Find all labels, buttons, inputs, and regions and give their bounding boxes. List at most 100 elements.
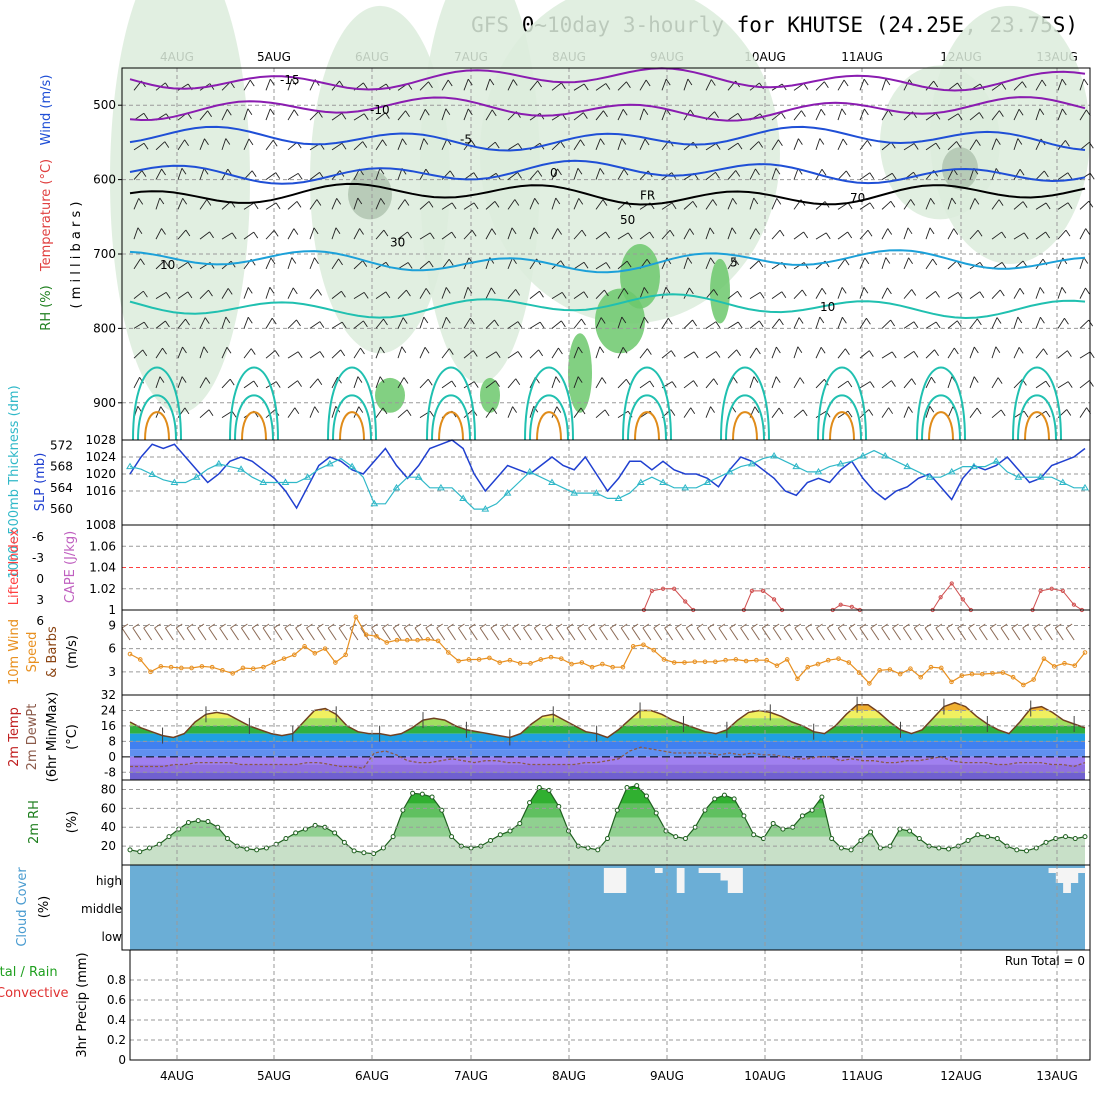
wind-barb-flag [801,110,806,117]
wind-barb [199,168,205,180]
wind-barb [595,317,602,329]
wind-barb-flag [997,377,1003,384]
wind-barb-flag [859,623,867,629]
wind-barb-flag [837,623,845,629]
wind-speed-marker [651,647,657,653]
wind-barb [463,202,475,210]
wind-barb [309,111,319,121]
wind-barb [287,172,299,180]
wind-barb [441,79,449,91]
wind-barb-flag [710,79,716,86]
temperature-contour-label: FR [640,188,655,202]
wind-barb-flag [821,288,827,295]
low-level-contour [725,394,765,441]
rh-contour-label: 50 [620,213,635,227]
wind-barb-flag [1045,410,1051,418]
wind-speed-marker [1041,656,1047,661]
wind-barb-flag [844,258,850,266]
low-level-contour [1012,366,1062,441]
wind-barb [793,377,801,389]
wind-barb [419,347,426,359]
wind-speed-marker [281,656,287,661]
wind-barb-flag [517,143,523,150]
wind-barb-flag [494,319,499,327]
wind-speed-marker [579,660,585,665]
wind-speed-marker [353,614,359,620]
cloud-cover-panel: high middle low [81,864,1091,951]
rh-marker [244,846,250,852]
wind-barb [353,141,364,151]
wind-barb [133,142,145,151]
rh-marker [1082,834,1088,840]
y-tick-label: 8 [108,734,116,748]
wind-barb [749,376,755,389]
wind-barb-flag [642,623,650,629]
wind-speed-marker [1021,682,1026,688]
wind-barb-flag [297,351,303,359]
wind-barb [903,351,915,359]
wind-barb [683,78,689,91]
wind-barb-flag [827,623,834,629]
wind-barb [573,346,579,359]
temp-band [122,695,1090,703]
wind-speed-marker [199,664,205,669]
wind-barb-flag [976,407,982,415]
wind-barb-flag [403,623,411,629]
low-level-contour [529,394,569,441]
wind-barb [881,319,891,329]
temperature-contour [129,96,1086,122]
wind-barb-flag [338,623,346,629]
wind-barb [749,197,755,210]
slp-tick: 1016 [85,484,116,498]
wind-speed-marker [661,657,667,662]
wind-speed-marker [630,644,636,649]
wind-barb [639,348,648,359]
wind-barb [155,291,167,300]
wind-barb-flag [665,78,671,86]
rh-marker [166,834,172,840]
thickness-marker [348,462,356,470]
wind-barb [463,78,469,91]
low-level-contour [339,411,365,441]
wind-barb-flag [341,321,347,329]
wind-barb-flag [515,378,521,386]
wind-barb [925,376,932,389]
wind-barb-flag [979,623,986,629]
wind-barb-flag [380,198,386,205]
wind-speed-marker [240,665,246,671]
wind-barb [463,108,469,121]
wind-barb [1013,138,1019,150]
wind-barb [881,172,893,180]
wind-barb-flag [275,381,281,388]
wind-speed-marker [456,658,461,664]
wind-barb-flag [428,81,433,89]
wind-barb [947,406,954,418]
wind-barb [287,407,296,418]
wind-barb [331,258,339,270]
wind-barb-flag [759,292,765,299]
thickness-marker [903,462,912,470]
thickness-marker [1058,478,1067,485]
wind-barb [969,112,980,121]
wind-barb [154,627,163,641]
thickness-marker [326,459,334,467]
wind-barb [485,319,495,329]
wind-barb-flag [653,623,661,629]
wind-barb-flag [737,321,743,329]
wind-barb [859,287,865,299]
wind-barb [353,260,364,270]
wind-speed-marker [127,651,133,657]
wind-barb-flag [956,320,962,328]
thickness-tick: 572 [50,438,73,452]
wind-barb [133,258,141,270]
wind-barb-flag [241,623,248,629]
wind-barb-flag [783,623,791,629]
wind-barb-flag [649,380,655,388]
wind-barb-flag [140,258,145,266]
wind-barb-flag [407,231,412,239]
wind-speed-marker [825,657,831,663]
wind-speed-marker [671,660,677,665]
wind-barb [815,288,823,299]
wind-barb [881,78,887,91]
wind-barb [639,231,650,240]
